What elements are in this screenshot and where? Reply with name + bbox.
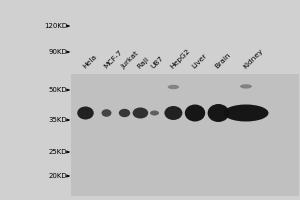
Ellipse shape [164,106,182,120]
Bar [70,74,298,196]
Text: 90KD: 90KD [49,49,68,55]
Text: Brain: Brain [214,52,232,70]
Text: 25KD: 25KD [49,149,68,155]
Ellipse shape [240,84,252,89]
Ellipse shape [101,109,112,117]
Ellipse shape [119,109,130,117]
Ellipse shape [150,110,159,116]
Ellipse shape [77,106,94,119]
Ellipse shape [208,104,229,122]
Text: MCF-7: MCF-7 [102,49,123,70]
Ellipse shape [185,104,205,121]
Text: Liver: Liver [191,53,208,70]
Text: 120KD: 120KD [44,23,68,29]
Text: Hela: Hela [81,54,98,70]
Ellipse shape [224,104,268,121]
Text: Raji: Raji [136,56,150,70]
Text: 35KD: 35KD [49,117,68,123]
Text: Jurkat: Jurkat [120,50,140,70]
Text: 20KD: 20KD [49,173,68,179]
Ellipse shape [133,108,148,118]
Ellipse shape [168,85,179,89]
Text: HepG2: HepG2 [169,48,191,70]
Text: Kidney: Kidney [242,48,264,70]
Text: U87: U87 [150,55,165,70]
Text: 50KD: 50KD [49,87,68,93]
